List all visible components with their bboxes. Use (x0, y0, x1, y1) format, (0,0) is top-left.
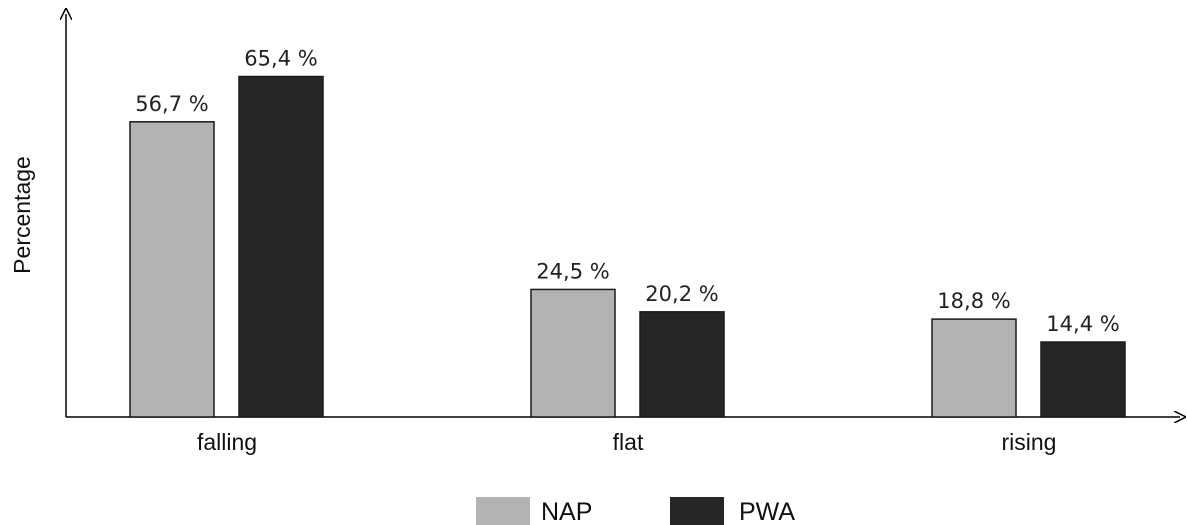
category-label-flat: flat (613, 429, 644, 455)
category-label-falling: falling (197, 429, 257, 455)
value-label-nap-flat: 24,5 % (536, 259, 609, 283)
value-label-pwa-flat: 20,2 % (645, 282, 718, 306)
bar-nap-rising (931, 318, 1017, 418)
bar-pwa-rising (1040, 341, 1126, 418)
legend-swatch-pwa (670, 497, 724, 525)
value-label-pwa-rising: 14,4 % (1046, 312, 1119, 336)
category-label-rising: rising (1002, 429, 1057, 455)
value-label-pwa-falling: 65,4 % (244, 47, 317, 71)
y-axis-title: Percentage (9, 156, 35, 274)
legend: NAP PWA (476, 497, 795, 525)
bar-pwa-flat (639, 311, 725, 418)
bar-nap-flat (530, 288, 616, 418)
bar-nap-falling (129, 121, 215, 418)
legend-label-nap: NAP (541, 498, 592, 525)
legend-label-pwa: PWA (739, 498, 795, 525)
bar-pwa-falling (238, 75, 324, 418)
legend-swatch-nap (476, 497, 530, 525)
value-label-nap-rising: 18,8 % (937, 289, 1010, 313)
value-label-nap-falling: 56,7 % (135, 92, 208, 116)
bars-group: 56,7 % 65,4 % falling 24,5 % 20,2 % flat 18,8 … (129, 47, 1126, 455)
